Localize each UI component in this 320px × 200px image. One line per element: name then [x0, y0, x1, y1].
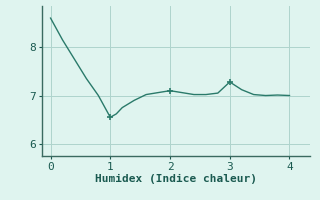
X-axis label: Humidex (Indice chaleur): Humidex (Indice chaleur) [95, 174, 257, 184]
